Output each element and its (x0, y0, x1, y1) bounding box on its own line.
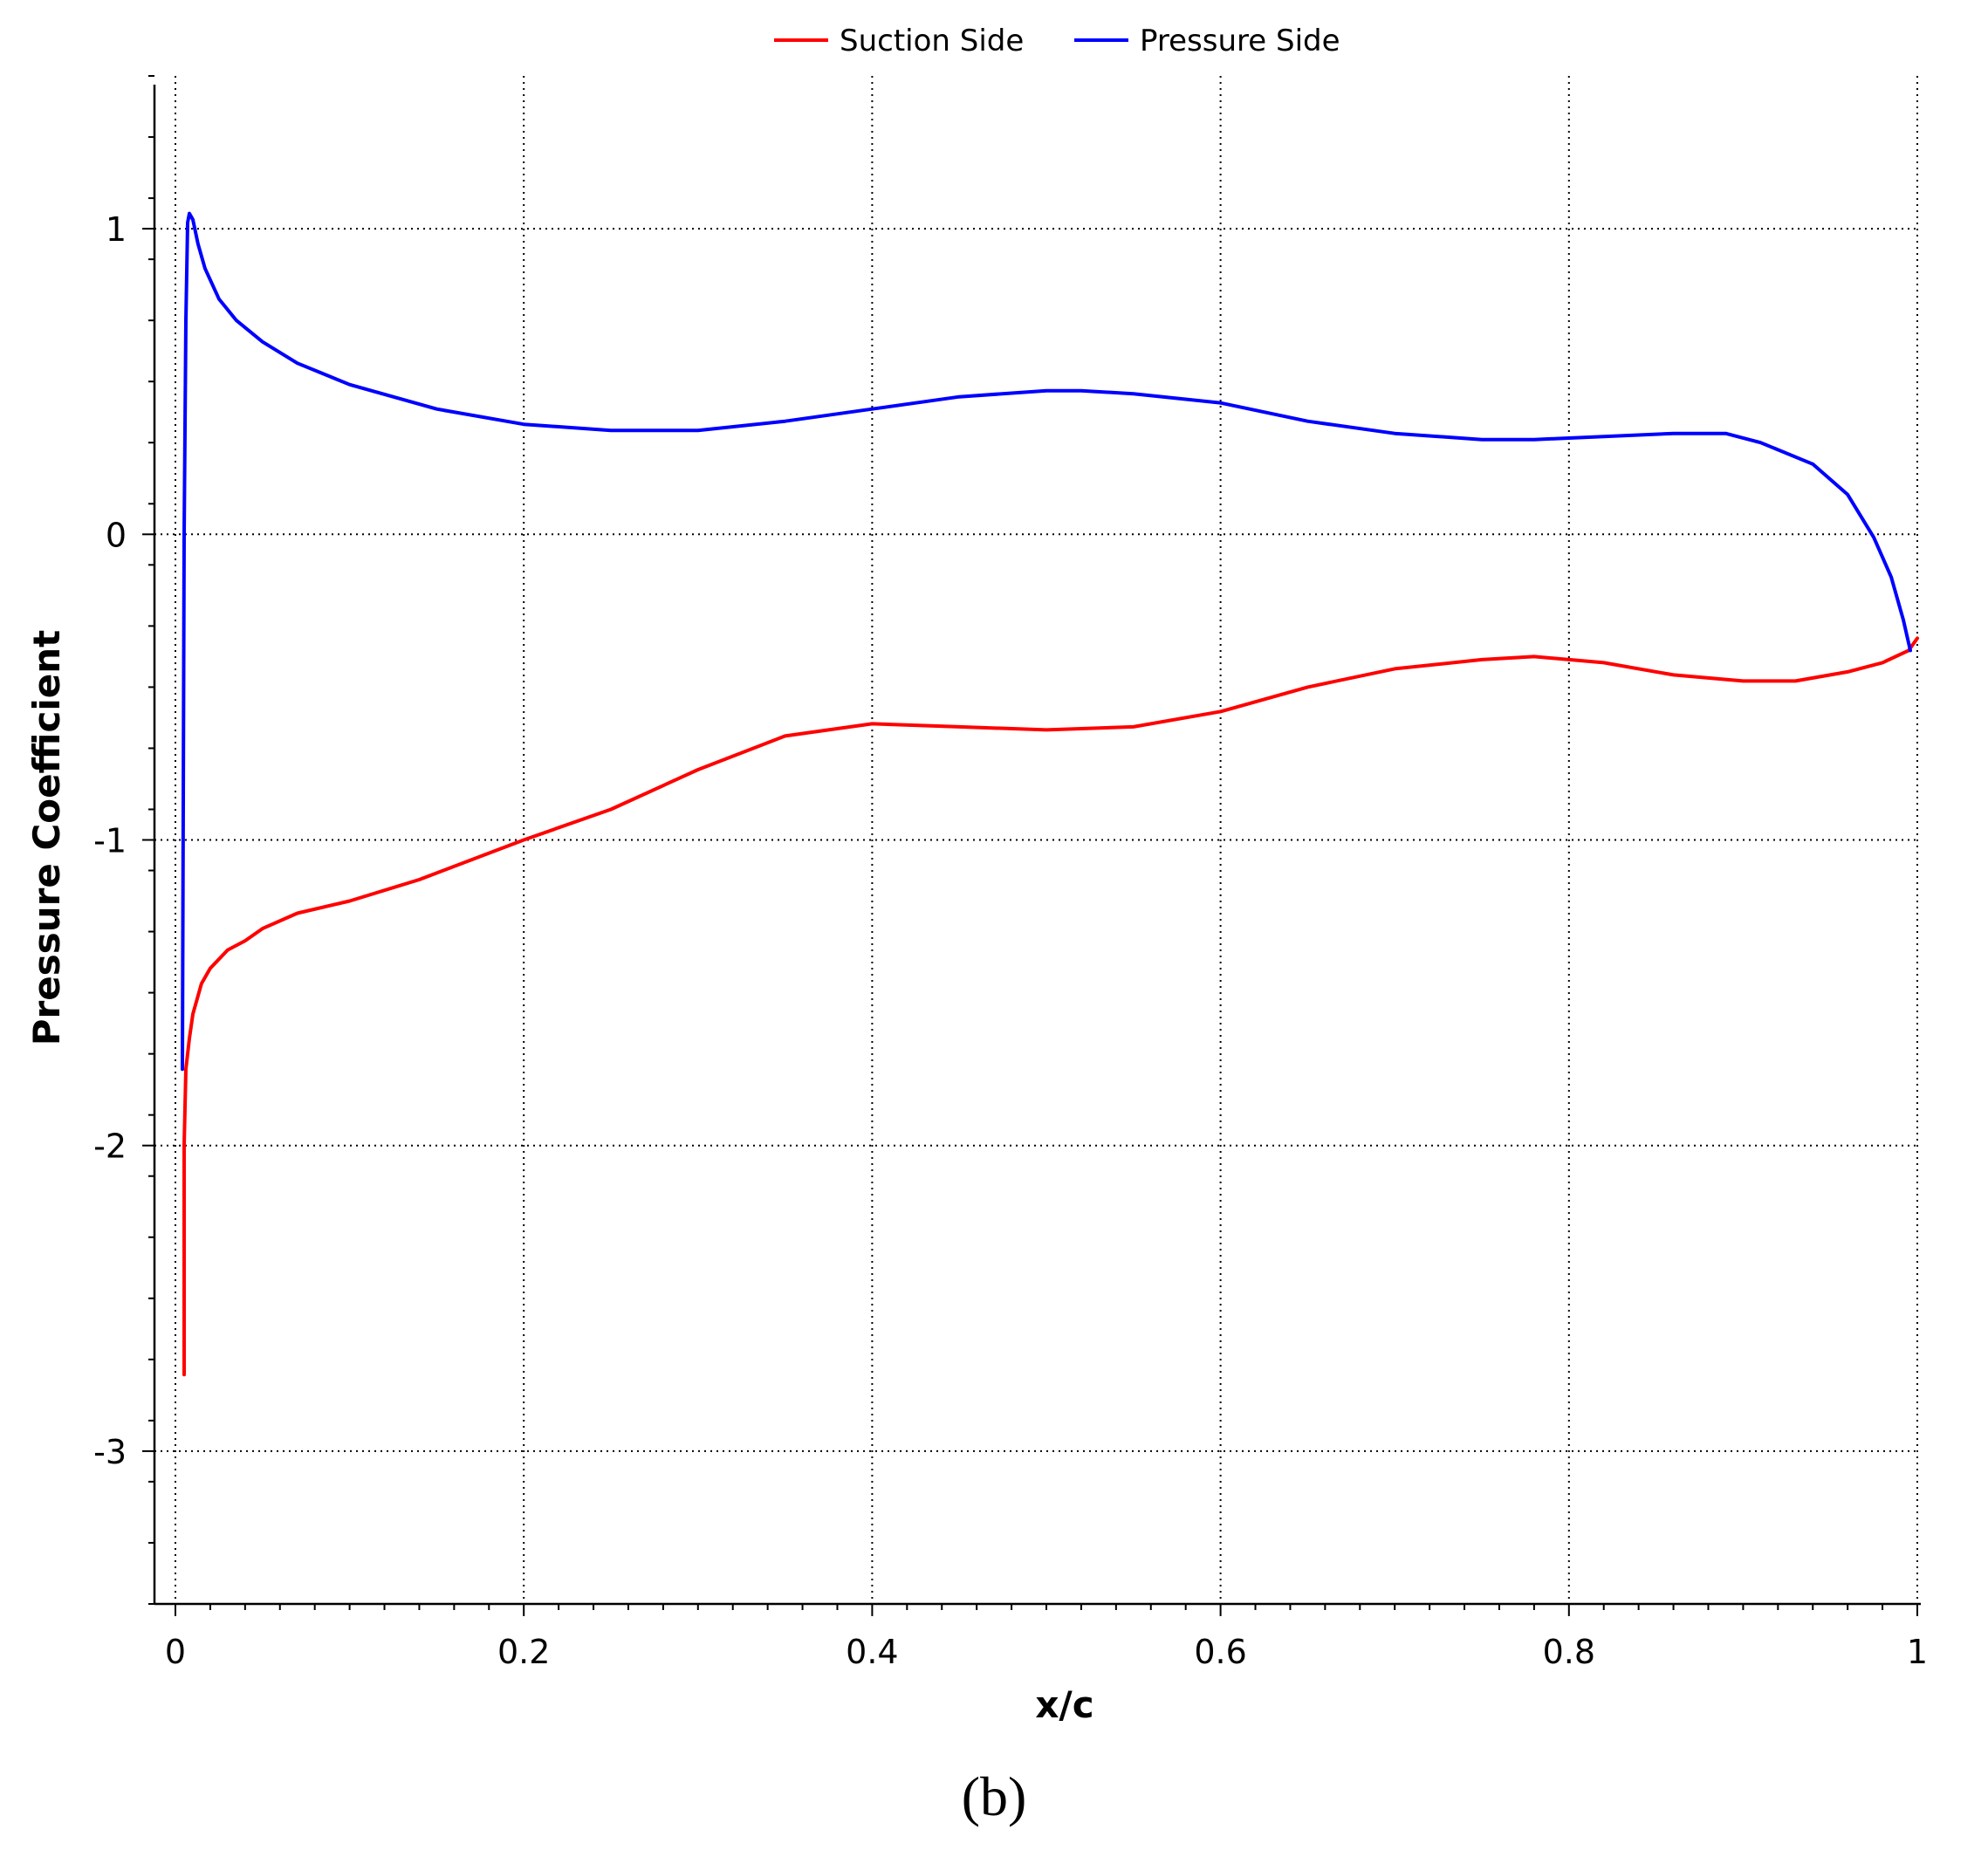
series-line-suction-side (182, 636, 1919, 1377)
y-tick-label: -2 (93, 1127, 127, 1166)
y-tick-label: 0 (106, 516, 127, 554)
x-tick-label: 0.2 (497, 1633, 550, 1671)
grid (154, 76, 1918, 1604)
legend-label-pressure-side: Pressure Side (1140, 24, 1340, 58)
legend: Suction Side Pressure Side (774, 24, 1340, 58)
y-tick-label: -3 (93, 1433, 127, 1471)
x-tick-label: 0.8 (1543, 1633, 1595, 1671)
y-tick-label: -1 (93, 822, 127, 860)
x-tick-label: 0.4 (846, 1633, 898, 1671)
y-tick-label: 1 (106, 210, 127, 249)
x-tick-label: 0 (165, 1633, 186, 1671)
series-lines (181, 211, 1919, 1377)
x-tick-label: 0.6 (1194, 1633, 1246, 1671)
x-axis-title: x/c (1035, 1683, 1093, 1726)
axes: 0 0.2 0.4 0.6 0.8 1 1 0 -1 -2 -3 (93, 75, 1928, 1671)
legend-label-suction-side: Suction Side (840, 24, 1024, 58)
series-line-pressure-side (181, 211, 1912, 1072)
x-tick-label: 1 (1907, 1633, 1928, 1671)
panel-label: (b) (962, 1765, 1027, 1827)
y-axis-title: Pressure Coefficient (25, 630, 68, 1045)
